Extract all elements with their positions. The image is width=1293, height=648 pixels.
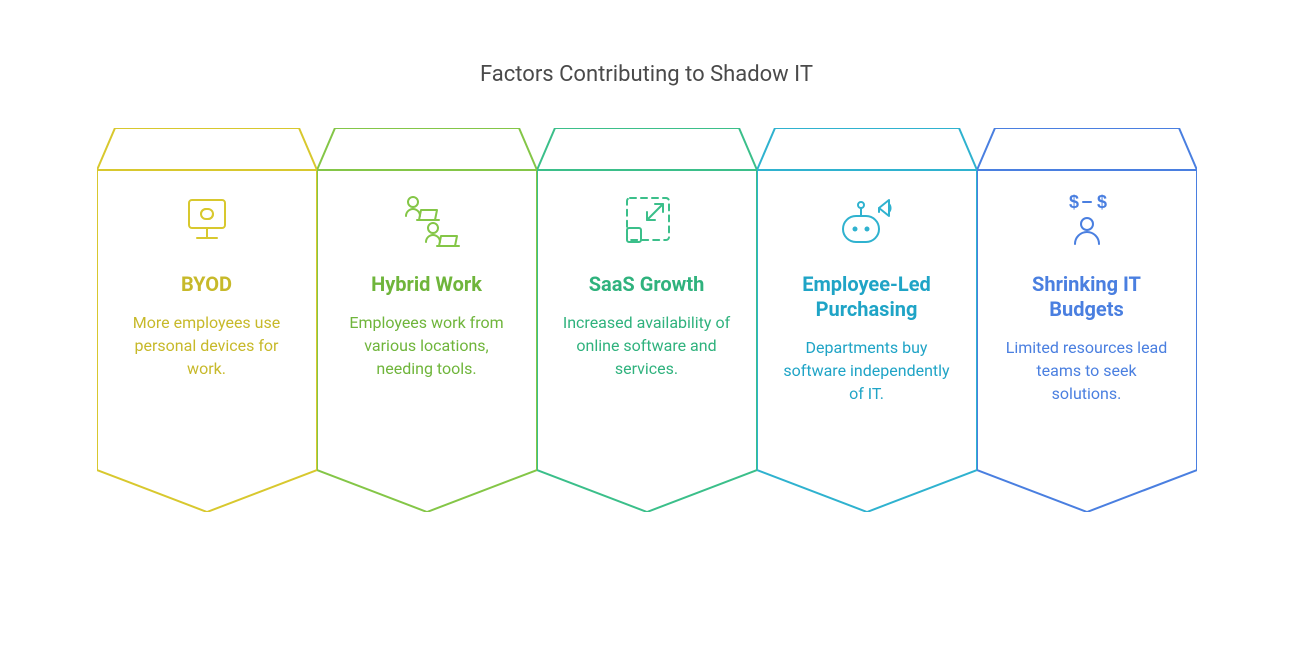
dollar-person-icon: $$ <box>1051 190 1123 254</box>
bot-megaphone-icon <box>831 190 903 254</box>
svg-text:$: $ <box>1069 192 1079 212</box>
card-title: BYOD <box>121 272 293 297</box>
card-desc: Departments buy software independently o… <box>781 336 953 406</box>
card-icon <box>781 182 953 262</box>
card-saas-growth: SaaS Growth Increased availability of onl… <box>537 128 757 508</box>
card-icon: $$ <box>1001 182 1173 262</box>
card-icon <box>121 182 293 262</box>
card-title: Hybrid Work <box>341 272 513 297</box>
card-content: $$Shrinking IT BudgetsLimited resources … <box>977 182 1197 406</box>
card-desc: More employees use personal devices for … <box>121 311 293 381</box>
card-hybrid-work: Hybrid Work Employees work from various l… <box>317 128 537 508</box>
card-title: SaaS Growth <box>561 272 733 297</box>
card-desc: Employees work from various locations, n… <box>341 311 513 381</box>
card-content: BYOD More employees use personal devices … <box>97 182 317 381</box>
expand-dashed-icon <box>615 190 679 254</box>
card-shrinking-budgets: $$Shrinking IT BudgetsLimited resources … <box>977 128 1197 508</box>
card-employee-led: Employee-Led Purchasing Departments buy s… <box>757 128 977 508</box>
card-title: Employee-Led Purchasing <box>781 272 953 322</box>
card-content: Hybrid Work Employees work from various l… <box>317 182 537 381</box>
card-desc: Increased availability of online softwar… <box>561 311 733 381</box>
card-icon <box>561 182 733 262</box>
card-icon <box>341 182 513 262</box>
people-laptops-icon <box>391 190 463 254</box>
card-byod: BYOD More employees use personal devices … <box>97 128 317 508</box>
card-title: Shrinking IT Budgets <box>1001 272 1173 322</box>
infographic-stage: BYOD More employees use personal devices … <box>0 0 1293 648</box>
card-content: Employee-Led Purchasing Departments buy s… <box>757 182 977 406</box>
cards-row: BYOD More employees use personal devices … <box>97 128 1197 508</box>
card-desc: Limited resources lead teams to seek sol… <box>1001 336 1173 406</box>
svg-text:$: $ <box>1097 192 1107 212</box>
monitor-link-icon <box>175 190 239 254</box>
card-content: SaaS Growth Increased availability of onl… <box>537 182 757 381</box>
